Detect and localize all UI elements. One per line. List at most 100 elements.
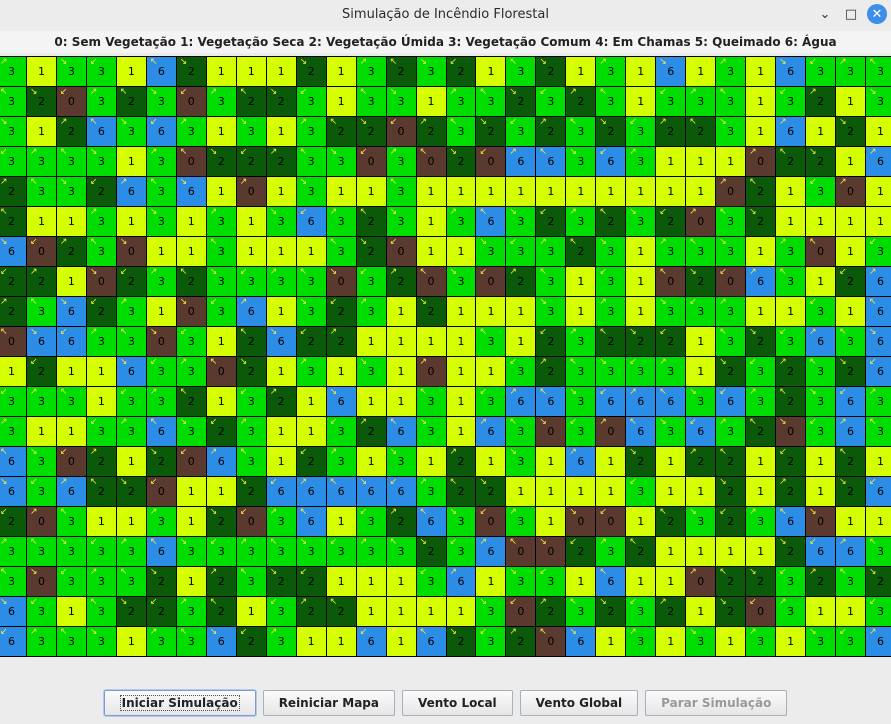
cell-state-value: 6 — [787, 125, 795, 138]
cell-state-value: 2 — [427, 125, 435, 138]
cell-state-value: 3 — [367, 305, 375, 318]
wind-arrow-icon: ↘ — [149, 567, 158, 577]
wind-arrow-icon: ↖ — [569, 597, 577, 607]
wind-arrow-icon: ↗ — [749, 147, 757, 157]
close-icon[interactable]: ✕ — [867, 4, 887, 24]
wind-arrow-icon: ↘ — [239, 357, 248, 367]
cell-state-value: 3 — [367, 95, 375, 108]
grid-cell: ↘ 1 — [566, 267, 597, 297]
cell-state-value: 3 — [577, 425, 585, 438]
cell-state-value: 6 — [67, 305, 75, 318]
cell-state-value: 2 — [157, 605, 165, 618]
control-button-bar: Iniciar Simulação Reiniciar Mapa Vento L… — [0, 689, 891, 717]
grid-cell: ↗ 1 — [626, 507, 657, 537]
cell-state-value: 3 — [337, 455, 345, 468]
grid-cell: ↙ 3 — [746, 357, 777, 387]
wind-arrow-icon: ↘ — [719, 477, 727, 487]
cell-state-value: 0 — [487, 515, 495, 528]
grid-cell: ↗ 1 — [806, 447, 837, 477]
wind-arrow-icon: ↗ — [839, 417, 847, 427]
start-simulation-button[interactable]: Iniciar Simulação — [102, 689, 257, 717]
cell-state-value: 0 — [847, 185, 855, 198]
grid-cell: ↙ 1 — [116, 627, 147, 657]
cell-state-value: 6 — [127, 185, 135, 198]
grid-cell: ↘ 2 — [236, 357, 267, 387]
cell-state-value: 3 — [67, 185, 75, 198]
grid-cell: ↖ 2 — [236, 327, 267, 357]
cell-state-value: 2 — [607, 215, 615, 228]
cell-state-value: 1 — [67, 365, 75, 378]
wind-arrow-icon: ↘ — [629, 207, 637, 217]
global-wind-button[interactable]: Vento Global — [519, 690, 639, 716]
cell-state-value: 2 — [457, 635, 465, 648]
minimize-icon[interactable]: ⌄ — [819, 6, 831, 22]
cell-state-value: 1 — [367, 455, 375, 468]
cell-state-value: 1 — [67, 605, 75, 618]
cell-state-value: 3 — [817, 305, 825, 318]
wind-arrow-icon: ↗ — [149, 267, 158, 277]
grid-cell: ↗ 1 — [626, 267, 657, 297]
wind-arrow-icon: ↖ — [479, 567, 487, 577]
cell-state-value: 3 — [517, 455, 525, 468]
cell-state-value: 1 — [457, 395, 465, 408]
grid-cell: ↖ 3 — [26, 177, 57, 207]
wind-arrow-icon: ↗ — [809, 567, 817, 577]
grid-cell: ↗ 3 — [86, 327, 117, 357]
wind-arrow-icon: ↗ — [629, 267, 637, 277]
grid-cell: ↖ 2 — [0, 207, 27, 237]
cell-state-value: 1 — [457, 335, 465, 348]
grid-cell: ↙ 1 — [446, 417, 477, 447]
local-wind-button[interactable]: Vento Local — [401, 690, 513, 716]
grid-cell: ↘ 2 — [146, 447, 177, 477]
cell-state-value: 3 — [637, 605, 645, 618]
reset-map-button[interactable]: Reiniciar Mapa — [262, 690, 395, 716]
grid-cell: ↘ 3 — [26, 447, 57, 477]
maximize-icon[interactable]: □ — [844, 6, 858, 22]
cell-state-value: 0 — [487, 275, 495, 288]
grid-cell: ↘ 2 — [116, 597, 147, 627]
cell-state-value: 1 — [637, 515, 645, 528]
wind-arrow-icon: ↗ — [209, 87, 218, 97]
cell-state-value: 3 — [277, 605, 285, 618]
wind-arrow-icon: ↘ — [329, 507, 338, 517]
grid-cell: ↙ 3 — [866, 597, 891, 627]
grid-cell: ↖ 1 — [266, 417, 297, 447]
wind-arrow-icon: ↘ — [419, 417, 428, 427]
grid-cell: ↖ 6 — [0, 447, 27, 477]
wind-arrow-icon: ↘ — [29, 87, 38, 97]
cell-state-value: 3 — [127, 425, 135, 438]
grid-cell: ↖ 3 — [416, 387, 447, 417]
wind-arrow-icon: ↘ — [359, 117, 368, 127]
cell-state-value: 6 — [727, 395, 735, 408]
wind-arrow-icon: ↙ — [869, 477, 877, 487]
wind-arrow-icon: ↘ — [0, 357, 8, 367]
grid-cell: ↗ 1 — [116, 57, 147, 87]
wind-arrow-icon: ↘ — [209, 387, 218, 397]
cell-state-value: 2 — [787, 545, 795, 558]
grid-cell: ↙ 2 — [0, 267, 27, 297]
grid-cell: ↙ 3 — [686, 297, 717, 327]
cell-state-value: 1 — [217, 335, 225, 348]
wind-arrow-icon: ↗ — [359, 57, 368, 67]
grid-cell: ↘ 6 — [866, 327, 891, 357]
wind-arrow-icon: ↗ — [149, 627, 158, 637]
grid-cell: ↖ 1 — [866, 177, 891, 207]
cell-state-value: 2 — [667, 335, 675, 348]
grid-cell: ↖ 1 — [266, 57, 297, 87]
wind-arrow-icon: ↙ — [479, 267, 487, 277]
wind-arrow-icon: ↘ — [629, 327, 637, 337]
wind-arrow-icon: ↗ — [749, 267, 757, 277]
window-title: Simulação de Incêndio Florestal — [342, 6, 549, 22]
grid-cell: ↖ 1 — [776, 627, 807, 657]
cell-state-value: 2 — [757, 335, 765, 348]
grid-cell: ↘ 3 — [656, 297, 687, 327]
cell-state-value: 3 — [67, 155, 75, 168]
wind-arrow-icon: ↘ — [599, 237, 607, 247]
grid-cell: ↘ 2 — [476, 477, 507, 507]
wind-arrow-icon: ↙ — [179, 207, 188, 217]
grid-cell: ↘ 1 — [806, 267, 837, 297]
wind-arrow-icon: ↙ — [359, 627, 368, 637]
grid-cell: ↗ 2 — [506, 627, 537, 657]
wind-arrow-icon: ↗ — [389, 267, 398, 277]
cell-state-value: 2 — [607, 125, 615, 138]
